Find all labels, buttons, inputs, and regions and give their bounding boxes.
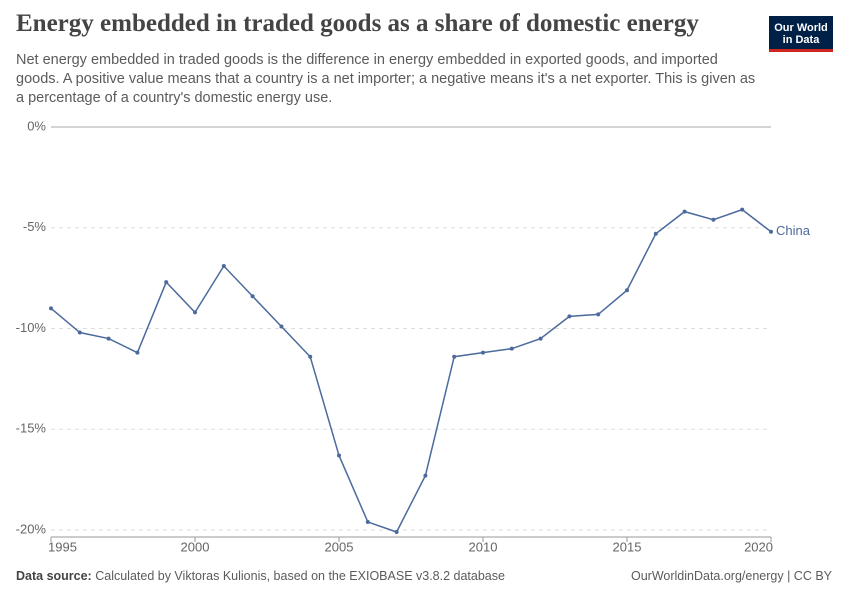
point bbox=[308, 354, 313, 359]
y-tick-label: -20% bbox=[16, 521, 47, 536]
point bbox=[135, 350, 140, 355]
point bbox=[337, 453, 341, 458]
point bbox=[538, 336, 543, 341]
point bbox=[250, 294, 255, 299]
point bbox=[682, 209, 687, 214]
point bbox=[481, 350, 485, 355]
point bbox=[423, 473, 428, 478]
line bbox=[50, 208, 772, 533]
y-tick-label: 0% bbox=[27, 118, 46, 133]
source-label: Data source: bbox=[16, 569, 92, 583]
chart-subtitle: Net energy embedded in traded goods is t… bbox=[16, 52, 756, 106]
point bbox=[625, 288, 629, 293]
point bbox=[596, 312, 601, 317]
point bbox=[193, 310, 197, 315]
point bbox=[769, 229, 773, 234]
point bbox=[164, 280, 169, 285]
point bbox=[740, 207, 745, 212]
point bbox=[452, 354, 457, 359]
x-tick-label: 2000 bbox=[181, 539, 210, 554]
point bbox=[221, 264, 226, 269]
x-tick-label: 1995 bbox=[48, 539, 77, 554]
x-tick-label: 2015 bbox=[613, 539, 642, 554]
point bbox=[653, 231, 658, 236]
point bbox=[279, 324, 284, 329]
x-tick-label: 2005 bbox=[325, 539, 354, 554]
series-label: China bbox=[776, 223, 811, 238]
point bbox=[49, 306, 53, 311]
chart-title: Energy embedded in traded goods as a sha… bbox=[16, 10, 699, 37]
point bbox=[77, 330, 82, 335]
x-tick-label: 2020 bbox=[744, 539, 773, 554]
point bbox=[394, 530, 399, 535]
logo[interactable]: Our World in Data bbox=[769, 16, 833, 52]
point bbox=[106, 336, 111, 341]
y-tick-label: -5% bbox=[23, 219, 47, 234]
x-tick-label: 2010 bbox=[469, 539, 498, 554]
point bbox=[711, 217, 716, 222]
footer-source: Data source: Calculated by Viktoras Kuli… bbox=[16, 569, 505, 583]
y-tick-label: -15% bbox=[16, 421, 47, 436]
point bbox=[365, 519, 370, 524]
point bbox=[509, 346, 514, 351]
point bbox=[567, 314, 572, 319]
source: Calculated by Viktoras Kulionis, based o… bbox=[95, 569, 505, 583]
y-tick-label: -10% bbox=[16, 320, 47, 335]
footer-credit[interactable]: OurWorldinData.org/energy | CC BY bbox=[630, 569, 832, 583]
